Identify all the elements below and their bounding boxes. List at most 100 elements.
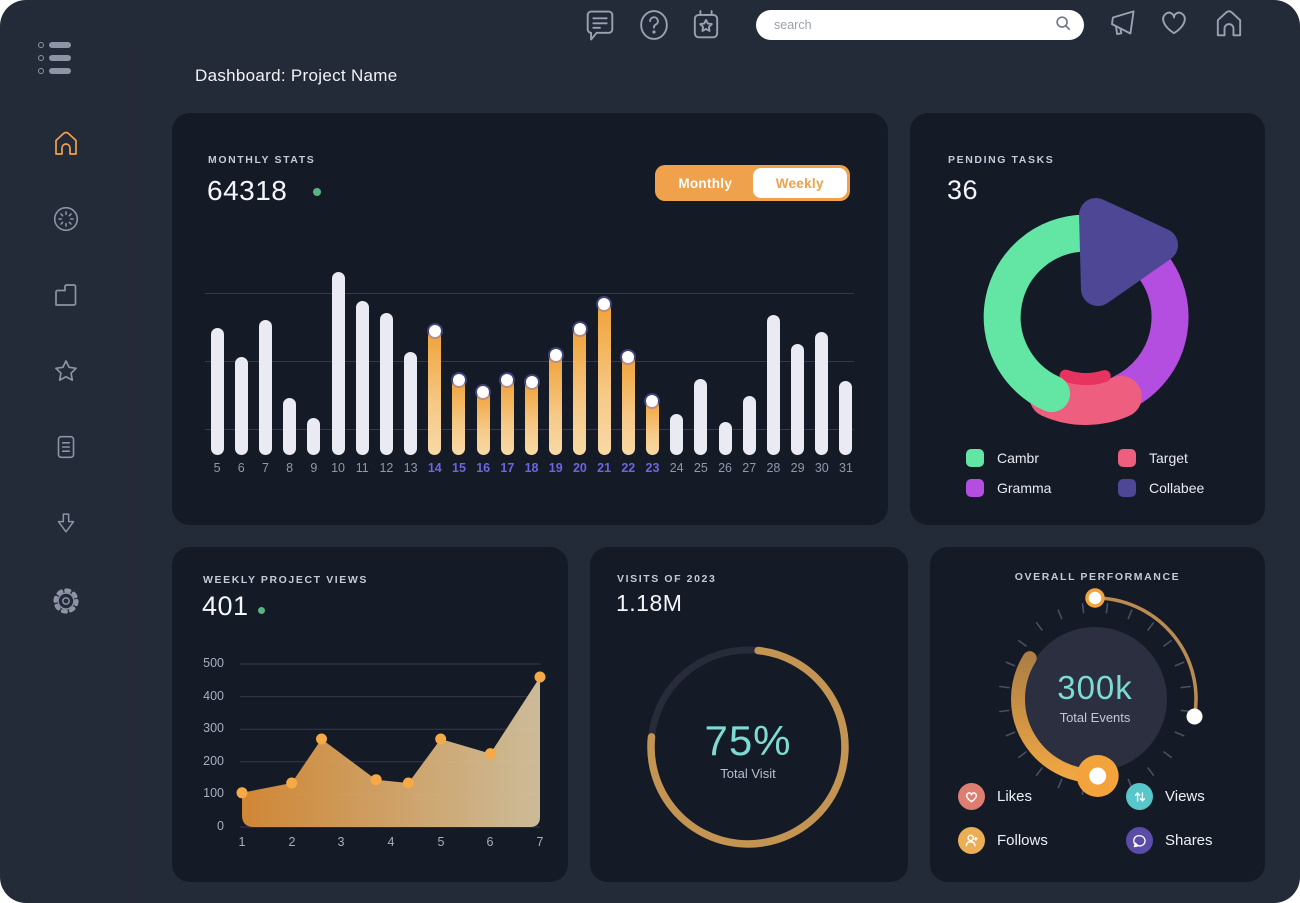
x-tick-label: 10: [331, 461, 345, 475]
bar-cap-dot: [428, 325, 441, 337]
legend-label: Target: [1149, 450, 1188, 466]
star-icon: [49, 354, 83, 393]
donut-legend: Cambr Target Gramma Collabee: [966, 447, 1204, 499]
notes-icon: [50, 431, 82, 468]
bar-day-15: [447, 260, 471, 455]
search-input[interactable]: [772, 17, 1054, 33]
x-tick-label: 13: [403, 461, 418, 475]
weekly-views-label: WEEKLY PROJECT VIEWS: [203, 574, 369, 586]
performance-card: OVERALL PERFORMANCE 300k Total Events Li…: [930, 547, 1265, 882]
status-dot: [313, 188, 321, 196]
x-tick-label: 4: [387, 835, 395, 849]
period-toggle: Monthly Weekly: [655, 165, 850, 201]
bar-cap-dot: [501, 374, 514, 386]
bar-day-29: [786, 260, 810, 455]
heart-icon: [958, 783, 985, 810]
legend-swatch: [1118, 479, 1136, 497]
bar-day-12: [374, 260, 398, 455]
bar-day-28: [761, 260, 785, 455]
gauge-center: 300k Total Events: [995, 669, 1195, 725]
monthly-stats-card: MONTHLY STATS 64318 Monthly Weekly 5 6 7 8 9…: [172, 113, 888, 525]
x-tick-label: 6: [486, 835, 494, 849]
y-tick-label: 100: [203, 786, 224, 800]
home-icon: [49, 126, 83, 165]
calendar-star-icon: [687, 6, 725, 49]
pending-tasks-card: PENDING TASKS 36 Cambr Target Gramma Collab…: [910, 113, 1265, 525]
monthly-stats-label: MONTHLY STATS: [208, 154, 316, 166]
x-tick-label: 23: [645, 461, 660, 475]
x-tick-label: 16: [476, 461, 491, 475]
x-tick-label: 24: [669, 461, 684, 475]
x-tick-label: 29: [790, 461, 805, 475]
bar-cap-dot: [646, 395, 659, 407]
legend-swatch: [966, 479, 984, 497]
calendar-button[interactable]: [687, 8, 725, 46]
bar-day-31: [834, 260, 858, 455]
bar-cap-dot: [622, 351, 635, 363]
x-tick-label: 14: [427, 461, 442, 475]
bar-day-18: [519, 260, 543, 455]
weekly-views-value: 401: [202, 591, 249, 621]
bar-cap-dot: [477, 386, 490, 398]
visits-caption: Total Visit: [720, 766, 776, 781]
toggle-monthly[interactable]: Monthly: [678, 175, 733, 191]
x-tick-label: 8: [286, 461, 294, 475]
performance-legend: Likes Views Follows Shares: [958, 783, 1213, 854]
visits-label: VISITS OF 2023: [617, 573, 717, 585]
x-tick-label: 5: [437, 835, 445, 849]
x-tick-label: 22: [621, 461, 636, 475]
sidebar-item-settings[interactable]: [47, 582, 85, 620]
toggle-weekly[interactable]: Weekly: [752, 168, 847, 198]
sidebar-item-download[interactable]: [47, 506, 85, 544]
x-tick-label: 7: [536, 835, 544, 849]
sidebar-item-home[interactable]: [47, 126, 85, 164]
search-icon[interactable]: [1054, 14, 1072, 37]
search-bar: [756, 10, 1084, 40]
favorites-button[interactable]: [1155, 5, 1193, 43]
y-tick-label: 0: [217, 819, 224, 833]
chat-bubble-icon: [1126, 827, 1153, 854]
sidebar-item-notes[interactable]: [47, 430, 85, 468]
sidebar-item-timer[interactable]: [47, 202, 85, 240]
legend-label: Gramma: [997, 480, 1052, 496]
performance-legend-label: Views: [1165, 788, 1205, 805]
performance-legend-label: Follows: [997, 832, 1048, 849]
bar-day-9: [302, 260, 326, 455]
weekly-views-card: WEEKLY PROJECT VIEWS 401 500 400 300 200 100…: [172, 547, 568, 882]
bar-day-10: [326, 260, 350, 455]
x-tick-label: 27: [742, 461, 757, 475]
help-button[interactable]: [635, 8, 673, 46]
page-title: Dashboard: Project Name: [195, 66, 398, 85]
performance-value: 300k: [1057, 669, 1133, 706]
bar-day-7: [253, 260, 277, 455]
menu-row: [38, 42, 72, 48]
legend-label: Cambr: [997, 450, 1040, 466]
monthly-stats-value: 64318: [207, 175, 288, 206]
menu-row: [38, 68, 72, 74]
sidebar-item-bag[interactable]: [47, 278, 85, 316]
home-button[interactable]: [1210, 6, 1248, 44]
sidebar-divider: [129, 42, 132, 903]
announcements-button[interactable]: [1105, 6, 1143, 44]
bar-chart-x-labels: 5 6 7 8 9 10 11 12 13 14 15 16 17 18 19 20 21 22 23 24 25 26 2…: [205, 461, 858, 475]
performance-legend-item-likes: Likes: [958, 783, 1126, 810]
y-tick-label: 400: [203, 689, 224, 703]
bag-icon: [49, 278, 83, 317]
performance-caption: Total Events: [1059, 710, 1131, 725]
legend-swatch: [1118, 449, 1136, 467]
x-tick-label: 12: [379, 461, 394, 475]
x-tick-label: 15: [452, 461, 466, 475]
bar-day-24: [665, 260, 689, 455]
bar-day-6: [229, 260, 253, 455]
help-icon: [635, 6, 673, 49]
bar-day-22: [616, 260, 640, 455]
chat-button[interactable]: [581, 8, 619, 46]
add-user-icon: [958, 827, 985, 854]
bar-day-19: [544, 260, 568, 455]
visits-card: VISITS OF 2023 1.18M 75% Total Visit: [590, 547, 908, 882]
menu-button[interactable]: [38, 42, 72, 80]
x-tick-label: 6: [237, 461, 245, 475]
legend-swatch: [966, 449, 984, 467]
sidebar-item-star[interactable]: [47, 354, 85, 392]
